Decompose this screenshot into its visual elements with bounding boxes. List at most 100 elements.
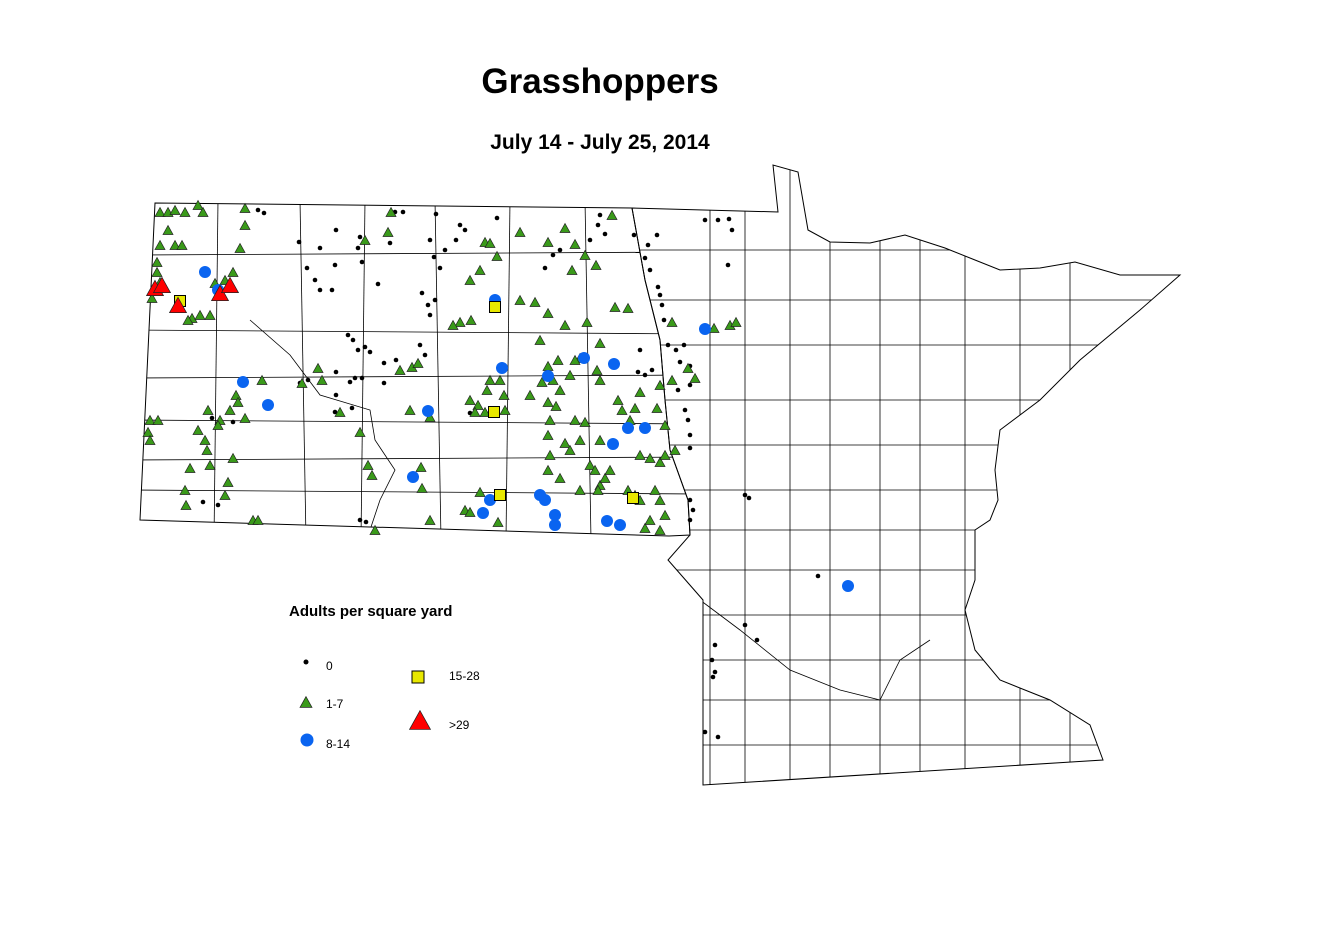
site-1-7 — [579, 249, 591, 260]
site-1-7 — [385, 206, 397, 217]
site-zero — [417, 342, 423, 348]
site-zero — [437, 265, 443, 271]
county-line — [213, 203, 219, 536]
site-zero — [687, 445, 693, 451]
site-1-7 — [592, 484, 604, 495]
site-1-7 — [542, 429, 554, 440]
site-8-14 — [237, 376, 249, 388]
site-1-7 — [499, 404, 511, 415]
site-1-7 — [494, 374, 506, 385]
site-zero — [742, 492, 748, 498]
site-zero — [462, 227, 468, 233]
site-zero — [550, 252, 556, 258]
site-1-7 — [472, 399, 484, 410]
site-1-7 — [498, 389, 510, 400]
site-1-7 — [651, 402, 663, 413]
site-zero — [657, 292, 663, 298]
legend-blue-circle-icon — [300, 733, 314, 747]
county-boundaries — [140, 165, 1180, 785]
site-1-7 — [542, 360, 554, 371]
site-8-14 — [407, 471, 419, 483]
site-zero — [296, 239, 302, 245]
site-over-29 — [168, 296, 188, 313]
site-15-28 — [488, 406, 500, 418]
county-line — [140, 329, 690, 335]
site-1-7 — [162, 224, 174, 235]
site-zero — [712, 669, 718, 675]
site-zero — [673, 347, 679, 353]
site-8-14 — [549, 509, 561, 521]
site-1-7 — [151, 256, 163, 267]
site-1-7 — [654, 456, 666, 467]
site-1-7 — [550, 400, 562, 411]
site-1-7 — [454, 316, 466, 327]
site-zero — [332, 262, 338, 268]
site-zero — [357, 517, 363, 523]
site-1-7 — [369, 524, 381, 535]
legend-title: Adults per square yard — [289, 603, 453, 620]
site-zero — [422, 352, 428, 358]
minnesota-outline — [631, 164, 1182, 786]
legend-label-0: 0 — [326, 659, 333, 673]
site-zero — [317, 287, 323, 293]
site-zero — [725, 262, 731, 268]
legend-label-8-14: 8-14 — [326, 737, 351, 751]
site-zero — [393, 357, 399, 363]
site-zero — [333, 369, 339, 375]
site-1-7 — [669, 444, 681, 455]
site-1-7 — [416, 482, 428, 493]
site-1-7 — [536, 376, 548, 387]
site-zero — [681, 342, 687, 348]
site-1-7 — [366, 469, 378, 480]
site-1-7 — [474, 486, 486, 497]
site-zero — [312, 277, 318, 283]
site-zero — [715, 734, 721, 740]
site-zero — [595, 222, 601, 228]
site-1-7 — [569, 414, 581, 425]
county-line — [584, 203, 592, 536]
site-1-7 — [474, 264, 486, 275]
site-1-7 — [612, 394, 624, 405]
site-zero — [442, 247, 448, 253]
legend-green-triangle-icon — [299, 695, 313, 708]
site-8-14 — [199, 266, 211, 278]
site-1-7 — [412, 357, 424, 368]
site-1-7 — [659, 509, 671, 520]
site-1-7 — [394, 364, 406, 375]
site-1-7 — [169, 204, 181, 215]
site-1-7 — [616, 404, 628, 415]
site-1-7 — [559, 437, 571, 448]
site-zero — [631, 232, 637, 238]
site-1-7 — [219, 489, 231, 500]
site-zero — [645, 242, 651, 248]
site-1-7 — [194, 309, 206, 320]
site-1-7 — [201, 444, 213, 455]
site-1-7 — [362, 459, 374, 470]
site-zero — [742, 622, 748, 628]
site-1-7 — [469, 406, 481, 417]
site-zero — [345, 332, 351, 338]
site-8-14 — [542, 370, 554, 382]
site-zero — [381, 380, 387, 386]
site-zero — [359, 375, 365, 381]
site-zero — [355, 347, 361, 353]
site-1-7 — [354, 426, 366, 437]
site-zero — [305, 377, 311, 383]
site-1-7 — [212, 419, 224, 430]
site-zero — [597, 212, 603, 218]
site-8-14 — [578, 352, 590, 364]
site-zero — [433, 211, 439, 217]
site-1-7 — [609, 301, 621, 312]
site-1-7 — [644, 452, 656, 463]
site-zero — [542, 265, 548, 271]
site-zero — [682, 407, 688, 413]
site-1-7 — [542, 464, 554, 475]
site-1-7 — [239, 412, 251, 423]
site-zero — [635, 369, 641, 375]
site-1-7 — [180, 499, 192, 510]
site-1-7 — [682, 362, 694, 373]
site-1-7 — [144, 414, 156, 425]
site-1-7 — [559, 222, 571, 233]
site-1-7 — [644, 514, 656, 525]
site-zero — [661, 317, 667, 323]
